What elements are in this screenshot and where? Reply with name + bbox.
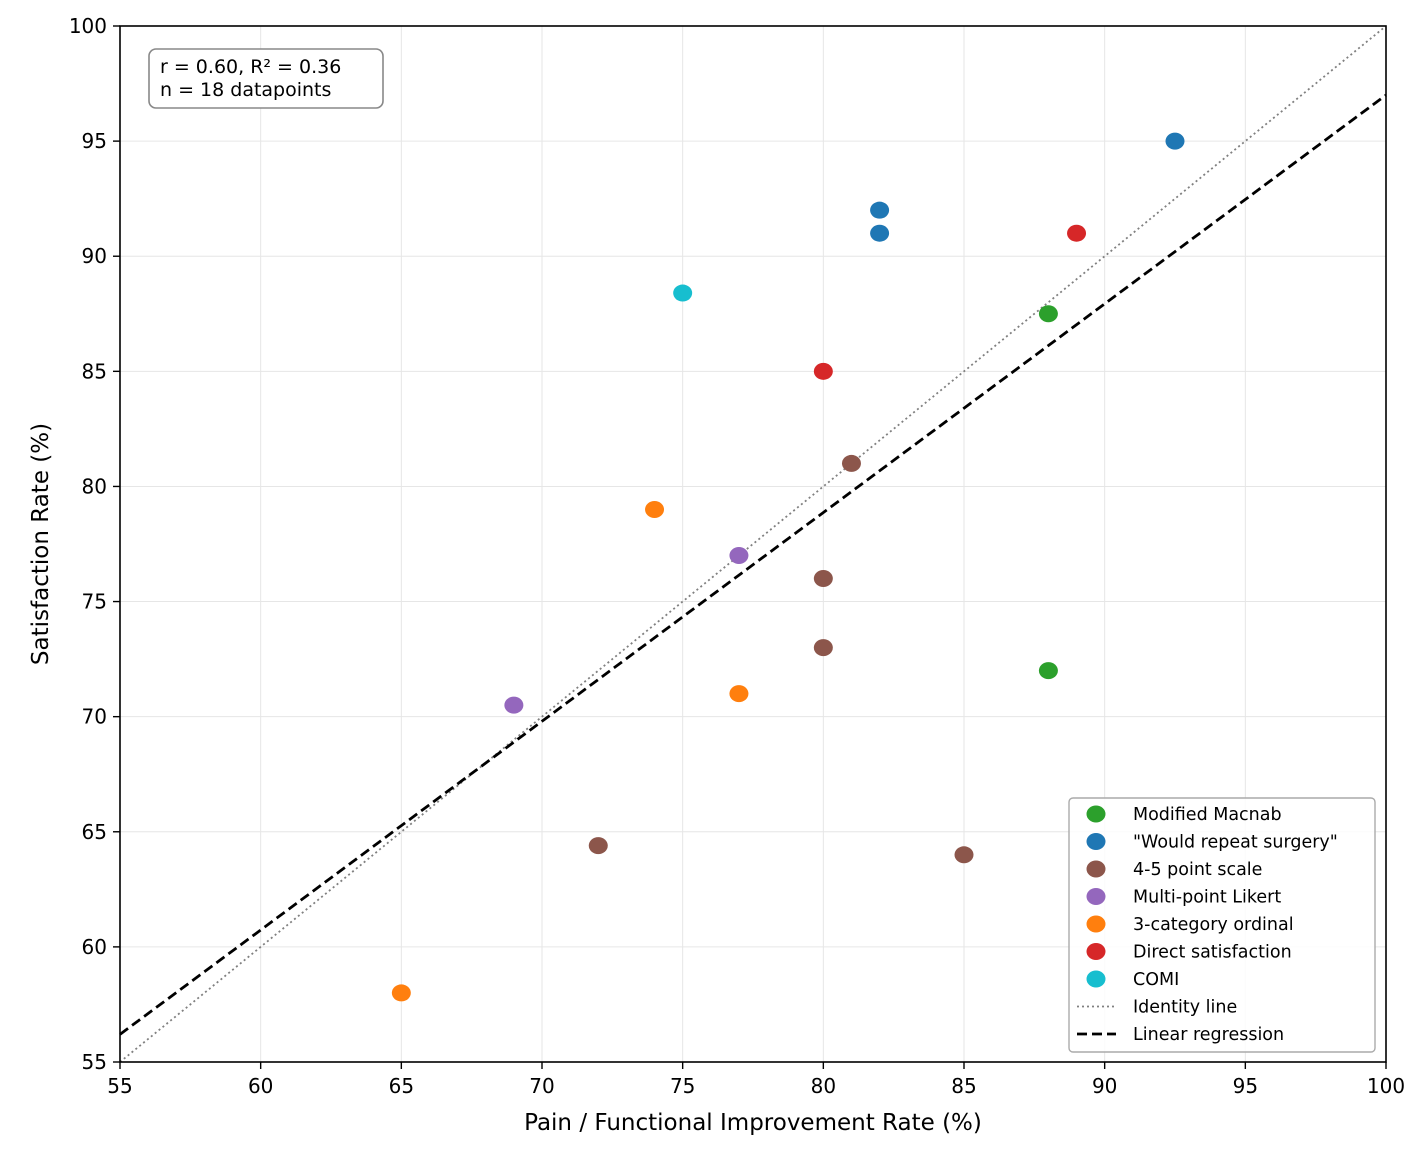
legend-label: 4-5 point scale: [1133, 860, 1262, 880]
legend-marker: [1086, 888, 1106, 905]
x-tick-label: 75: [670, 1074, 695, 1098]
legend-label: Direct satisfaction: [1133, 943, 1292, 963]
data-point: [645, 500, 665, 518]
data-point: [954, 846, 974, 864]
y-tick-label: 80: [82, 474, 107, 498]
data-point: [729, 685, 749, 703]
legend-marker: [1086, 943, 1106, 960]
data-point: [1038, 662, 1058, 680]
y-tick-label: 75: [82, 590, 107, 614]
y-tick-label: 60: [82, 935, 107, 959]
legend-label: Modified Macnab: [1133, 805, 1282, 825]
legend-marker: [1086, 805, 1106, 823]
data-point: [841, 454, 861, 472]
data-point: [813, 570, 833, 588]
data-point: [870, 224, 890, 242]
stats-line-1: r = 0.60, R² = 0.36: [160, 56, 341, 78]
data-point: [588, 837, 608, 855]
y-tick-label: 85: [82, 359, 107, 383]
axis-ticks: 55 60 65 70 75 80 85 90 95 100 55 60 65 70 75 80 85 90 95 1…: [69, 14, 1405, 1098]
data-point: [729, 547, 749, 565]
data-points: [391, 132, 1185, 1002]
legend-marker: [1086, 860, 1106, 878]
x-tick-label: 70: [529, 1074, 554, 1098]
regression-line: [119, 93, 1387, 1036]
legend-marker: [1086, 833, 1106, 850]
y-tick-label: 95: [82, 129, 107, 153]
y-tick-label: 65: [82, 820, 107, 844]
y-tick-label: 90: [82, 244, 107, 268]
legend-marker: [1086, 970, 1106, 988]
legend: Modified Macnab "Would repeat surgery" 4-5…: [1068, 797, 1376, 1053]
data-point: [673, 284, 693, 302]
legend-label: "Would repeat surgery": [1133, 833, 1338, 853]
data-point: [1165, 132, 1185, 150]
plot-frame: [119, 25, 1387, 1063]
x-tick-label: 55: [107, 1074, 132, 1098]
legend-marker: [1086, 915, 1106, 933]
stats-annotation: r = 0.60, R² = 0.36 n = 18 datapoints: [148, 48, 384, 109]
legend-label: 3-category ordinal: [1133, 915, 1294, 935]
x-tick-label: 80: [811, 1074, 836, 1098]
data-point: [813, 362, 833, 380]
y-tick-label: 100: [69, 14, 107, 38]
x-tick-label: 90: [1092, 1074, 1117, 1098]
x-tick-label: 85: [951, 1074, 976, 1098]
data-point: [1067, 224, 1087, 242]
data-point: [391, 984, 411, 1002]
data-point: [870, 201, 890, 219]
y-tick-label: 55: [82, 1050, 107, 1074]
y-tick-label: 70: [82, 705, 107, 729]
x-axis-label: Pain / Functional Improvement Rate (%): [524, 1110, 982, 1136]
legend-label: Linear regression: [1133, 1025, 1284, 1045]
x-tick-label: 100: [1367, 1074, 1405, 1098]
x-tick-label: 65: [389, 1074, 414, 1098]
legend-label: Multi-point Likert: [1133, 888, 1281, 908]
data-point: [504, 696, 524, 714]
x-tick-label: 95: [1233, 1074, 1258, 1098]
legend-label: COMI: [1133, 970, 1179, 990]
data-point: [1038, 305, 1058, 323]
x-tick-label: 60: [248, 1074, 273, 1098]
legend-label: Identity line: [1133, 998, 1237, 1018]
y-axis-label: Satisfaction Rate (%): [28, 423, 54, 665]
data-point: [813, 639, 833, 657]
stats-line-2: n = 18 datapoints: [160, 79, 331, 101]
reference-lines: [119, 25, 1387, 1063]
